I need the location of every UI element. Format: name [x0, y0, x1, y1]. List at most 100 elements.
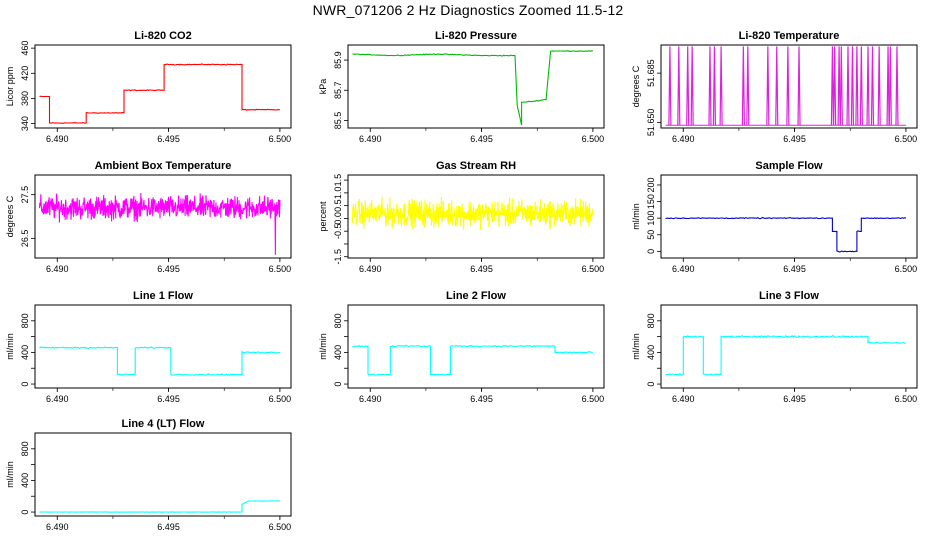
- data-spike: [677, 46, 681, 126]
- plot-area: [352, 344, 593, 376]
- figure-title: NWR_071206 2 Hz Diagnostics Zoomed 11.5-…: [312, 2, 624, 18]
- y-axis-label: degrees C: [631, 65, 641, 107]
- y-tick-label: 85.7: [333, 82, 343, 100]
- x-tick-label: 6.500: [895, 134, 918, 144]
- data-spike: [888, 46, 892, 126]
- y-tick-label: 380: [20, 91, 30, 106]
- data-spike: [708, 46, 712, 126]
- data-series: [39, 346, 281, 376]
- plot-area: [39, 346, 281, 376]
- data-spike: [855, 46, 859, 126]
- data-spike: [786, 46, 790, 126]
- data-series: [352, 344, 593, 376]
- y-tick-label: 150: [646, 194, 656, 209]
- data-series: [665, 216, 907, 253]
- x-tick-label: 6.500: [582, 394, 605, 404]
- data-series: [38, 192, 281, 255]
- data-spike: [839, 46, 843, 126]
- x-tick-label: 6.500: [269, 522, 292, 532]
- data-spike: [830, 46, 835, 126]
- y-tick-label: 800: [646, 313, 656, 328]
- y-tick-label: 0: [646, 382, 656, 387]
- y-tick-label: 85.5: [333, 112, 343, 130]
- panel-8: Line 3 Flow ml/min 6.490 6.495 6.500 0 400 800: [631, 290, 918, 404]
- y-tick-label: 0: [20, 382, 30, 387]
- y-tick-label: 400: [646, 345, 656, 360]
- panel-title: Line 4 (LT) Flow: [122, 418, 205, 430]
- panel-title: Li-820 CO2: [134, 30, 191, 42]
- y-axis-label: kPa: [318, 79, 328, 95]
- plot-frame: [347, 304, 605, 389]
- y-axis-label: ml/min: [5, 333, 15, 360]
- x-tick-label: 6.490: [46, 522, 69, 532]
- panel-4: Gas Stream RH percent 6.490 6.495 6.500 -1.5 -…: [318, 160, 605, 274]
- plot-frame: [34, 432, 292, 517]
- y-tick-label: 27.5: [20, 186, 30, 204]
- y-axis-label: ml/min: [318, 333, 328, 360]
- plot-area: [352, 50, 594, 126]
- y-tick-label: 51.650: [646, 109, 656, 137]
- y-tick-label: 400: [333, 345, 343, 360]
- x-tick-label: 6.495: [783, 134, 806, 144]
- plot-frame: [34, 304, 292, 389]
- y-tick-label: 51.685: [646, 59, 656, 87]
- panel-1: Li-820 Pressure kPa 6.490 6.495 6.500 85.5 85.…: [318, 30, 605, 144]
- y-tick-label: 800: [20, 313, 30, 328]
- x-tick-label: 6.490: [359, 264, 382, 274]
- y-axis-label: degrees C: [5, 195, 15, 237]
- panel-0: Li-820 CO2 Licor ppm 6.490 6.495 6.500 340 380…: [5, 30, 292, 144]
- data-spike: [866, 46, 870, 126]
- plot-frame: [347, 174, 605, 259]
- plot-frame: [34, 174, 292, 259]
- data-spike: [850, 46, 855, 126]
- x-tick-label: 6.495: [470, 264, 493, 274]
- plot-area: [665, 216, 907, 253]
- x-tick-label: 6.500: [269, 264, 292, 274]
- y-tick-label: 85.9: [333, 51, 343, 69]
- data-series: [665, 335, 907, 376]
- x-tick-label: 6.490: [672, 394, 695, 404]
- data-spike: [870, 46, 875, 126]
- panel-title: Line 1 Flow: [133, 290, 193, 302]
- data-spike: [668, 46, 672, 126]
- y-tick-label: 0: [333, 382, 343, 387]
- data-spike: [746, 46, 750, 126]
- x-tick-label: 6.495: [157, 264, 180, 274]
- panel-title: Line 2 Flow: [446, 290, 506, 302]
- y-tick-label: 340: [20, 116, 30, 131]
- y-tick-label: 0.0: [333, 212, 343, 225]
- data-spike: [712, 46, 717, 126]
- data-spike: [837, 46, 841, 126]
- x-tick-label: 6.495: [783, 394, 806, 404]
- plot-area: [39, 63, 280, 124]
- y-tick-label: 420: [20, 66, 30, 81]
- y-tick-label: 0: [646, 249, 656, 254]
- y-tick-label: 100: [646, 211, 656, 226]
- y-tick-label: 800: [20, 441, 30, 456]
- x-tick-label: 6.495: [470, 394, 493, 404]
- y-tick-label: -0.5: [333, 223, 343, 239]
- x-tick-label: 6.500: [269, 134, 292, 144]
- y-tick-label: 0.5: [333, 199, 343, 212]
- panel-title: Gas Stream RH: [436, 160, 516, 172]
- y-tick-label: 200: [646, 177, 656, 192]
- data-spike: [895, 46, 899, 126]
- x-tick-label: 6.500: [269, 394, 292, 404]
- y-tick-label: 50: [646, 230, 656, 240]
- data-series: [351, 196, 594, 231]
- x-tick-label: 6.495: [157, 134, 180, 144]
- panel-7: Line 2 Flow ml/min 6.490 6.495 6.500 0 400 800: [318, 290, 605, 404]
- data-spike: [741, 46, 745, 126]
- plot-area: [665, 335, 907, 376]
- y-tick-label: 26.5: [20, 230, 30, 248]
- y-axis-label: percent: [318, 201, 328, 232]
- x-tick-label: 6.500: [895, 394, 918, 404]
- panel-title: Line 3 Flow: [759, 290, 819, 302]
- x-tick-label: 6.490: [46, 264, 69, 274]
- y-tick-label: 1.0: [333, 187, 343, 200]
- panel-title: Ambient Box Temperature: [95, 160, 232, 172]
- data-spike: [719, 46, 723, 126]
- x-tick-label: 6.490: [672, 134, 695, 144]
- data-series: [39, 500, 280, 513]
